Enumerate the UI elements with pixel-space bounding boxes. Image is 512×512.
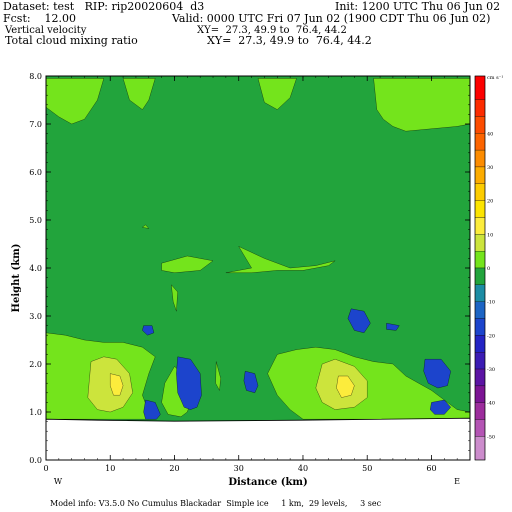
chart-axes: 0.0 1.0 2.0 3.0 4.0 5.0 6.0 7.0 8.0 0 10 20 30 40 50 60… bbox=[11, 72, 471, 488]
colorbar-unit-label: cm s⁻¹ bbox=[487, 75, 503, 81]
valid-time: Valid: 0000 UTC Fri 07 Jun 02 (1900 CDT … bbox=[172, 12, 491, 25]
x-tick-label-2: 20 bbox=[169, 464, 179, 473]
colorbar-band-18 bbox=[474, 385, 486, 403]
x-end-label-west: W bbox=[54, 477, 63, 486]
contour-region-light_green-7 bbox=[171, 284, 178, 312]
colorbar-band-19 bbox=[474, 402, 486, 420]
contour-region-light_green-1 bbox=[257, 78, 297, 110]
x-tick-label-3: 30 bbox=[234, 464, 244, 473]
colorbar-band-15 bbox=[474, 335, 486, 353]
contour-region-blue-19 bbox=[243, 371, 259, 393]
contour-region-blue-20 bbox=[347, 308, 371, 333]
colorbar-band-7 bbox=[474, 200, 486, 218]
y-tick-label-6: 6.0 bbox=[29, 168, 42, 177]
contour-field bbox=[45, 76, 471, 461]
colorbar-band-21 bbox=[474, 436, 486, 461]
contour-region-blue-22 bbox=[423, 359, 451, 389]
contour-region-blue-21 bbox=[386, 323, 400, 331]
init-time: Init: 1200 UTC Thu 06 Jun 02 bbox=[335, 0, 501, 13]
colorbar-band-5 bbox=[474, 166, 486, 184]
colorbar-band-0 bbox=[474, 75, 486, 100]
colorbar-band-12 bbox=[474, 284, 486, 302]
colorbar-band-11 bbox=[474, 267, 486, 285]
colorbar-band-9 bbox=[474, 234, 486, 252]
colorbar-band-6 bbox=[474, 183, 486, 201]
y-tick-label-5: 5.0 bbox=[29, 216, 42, 225]
contour-region-light_green-10 bbox=[215, 361, 221, 391]
contour-region-blue-16 bbox=[142, 325, 155, 336]
y-tick-label-0: 0.0 bbox=[29, 456, 42, 465]
y-tick-label-8: 8.0 bbox=[29, 72, 42, 81]
x-tick-label-1: 10 bbox=[105, 464, 115, 473]
y-tick-label-3: 3.0 bbox=[29, 312, 42, 321]
forecast-hour: Fcst: 12.00 bbox=[3, 12, 77, 25]
colorbar-band-1 bbox=[474, 99, 486, 117]
y-tick-label-1: 1.0 bbox=[29, 408, 42, 417]
contour-region-light_green-6 bbox=[161, 255, 214, 273]
colorbar-tick-label-8: -40 bbox=[487, 401, 495, 407]
colorbar-band-13 bbox=[474, 301, 486, 319]
colorbar-band-17 bbox=[474, 368, 486, 387]
contour-region-blue-18 bbox=[143, 399, 161, 420]
x-tick-label-4: 40 bbox=[298, 464, 308, 473]
colorbar-tick-label-3: 10 bbox=[487, 232, 493, 238]
model-info: Model info: V3.5.0 No Cumulus Blackadar … bbox=[50, 499, 382, 508]
terrain-surface bbox=[45, 417, 471, 461]
contour-region-light_green-0 bbox=[45, 78, 104, 125]
contour-region-light_green-11 bbox=[267, 347, 471, 420]
colorbar-band-8 bbox=[474, 217, 486, 235]
colorbar-band-2 bbox=[474, 116, 486, 134]
field-2-xsec-coords: XY= 27.3, 49.9 to 76.4, 44.2 bbox=[207, 34, 372, 47]
contour-region-yellow-14 bbox=[110, 373, 124, 396]
x-tick-label-6: 60 bbox=[426, 464, 436, 473]
colorbar-tick-label-0: 40 bbox=[487, 131, 493, 137]
field-1-name: Vertical velocity bbox=[5, 25, 87, 36]
colorbar-band-20 bbox=[474, 419, 486, 437]
colorbar-frame bbox=[474, 75, 486, 461]
colorbar-band-14 bbox=[474, 318, 486, 336]
x-tick-label-5: 50 bbox=[362, 464, 372, 473]
contour-region-blue-23 bbox=[430, 399, 451, 415]
colorbar-tick-label-4: 0 bbox=[487, 266, 490, 272]
colorbar-tick-label-5: -10 bbox=[487, 300, 495, 306]
colorbar-tick-label-6: -20 bbox=[487, 333, 495, 339]
x-axis-title: Distance (km) bbox=[228, 477, 307, 488]
colorbar-tick-label-9: -50 bbox=[487, 434, 495, 440]
colorbar-tick-label-1: 30 bbox=[487, 165, 493, 171]
contour-region-yellow-15 bbox=[336, 375, 355, 398]
contour-region-light_green-5 bbox=[225, 246, 336, 273]
contour-region-light_green-2 bbox=[122, 78, 156, 110]
colorbar-tick-label-7: -30 bbox=[487, 367, 495, 373]
colorbar-band-4 bbox=[474, 149, 486, 168]
colorbar-tick-label-2: 20 bbox=[487, 199, 493, 205]
y-axis-title: Height (km) bbox=[11, 244, 22, 313]
x-tick-label-0: 0 bbox=[43, 464, 48, 473]
field-1-xsec-coords: XY= 27.3, 49.9 to 76.4, 44.2 bbox=[197, 25, 347, 36]
field-2-name: Total cloud mixing ratio bbox=[5, 34, 138, 47]
dataset-label: Dataset: test RIP: rip20020604 d3 bbox=[3, 0, 205, 13]
y-tick-label-7: 7.0 bbox=[29, 120, 42, 129]
x-end-label-east: E bbox=[454, 477, 460, 486]
colorbar-band-16 bbox=[474, 352, 486, 370]
contour-region-blue-17 bbox=[176, 356, 202, 410]
colorbar-band-3 bbox=[474, 133, 486, 151]
colorbar-band-10 bbox=[474, 251, 486, 269]
colorbar: 40 30 20 10 0 -10 -20 -30 -40 -50 cm s⁻¹ bbox=[474, 75, 503, 461]
y-tick-label-2: 2.0 bbox=[29, 360, 42, 369]
y-tick-label-4: 4.0 bbox=[29, 264, 42, 273]
contour-region-light_green-4 bbox=[142, 224, 149, 229]
